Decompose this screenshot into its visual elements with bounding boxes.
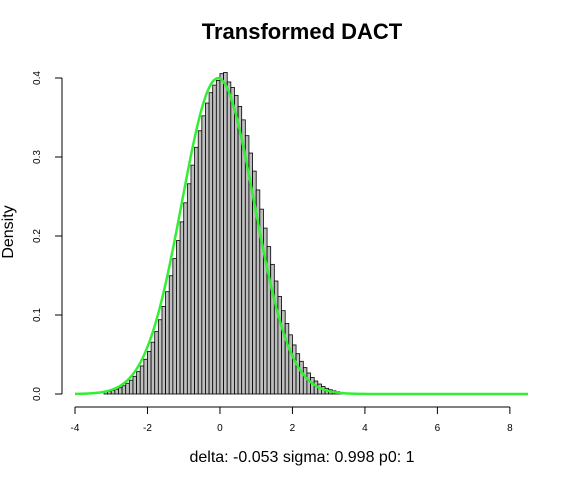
histogram-bar <box>194 146 199 395</box>
histogram-bar <box>201 115 206 395</box>
histogram-bar <box>165 291 170 395</box>
y-tick-label: 0.4 <box>32 71 43 85</box>
histogram-bar <box>118 387 123 395</box>
histogram-bar <box>150 341 156 395</box>
histogram-bar <box>176 240 181 395</box>
histogram-bar <box>168 275 174 395</box>
y-tick-label: 0.1 <box>32 308 43 322</box>
histogram-bar <box>212 84 217 395</box>
x-axis: -4 -2 0 2 4 6 8 <box>71 406 513 434</box>
histogram-bar <box>125 382 130 395</box>
x-tick-label: 0 <box>217 423 223 434</box>
histogram-bar <box>234 94 239 395</box>
histogram-bar <box>157 319 163 395</box>
histogram-bar <box>154 331 159 395</box>
histogram-bar <box>161 305 166 395</box>
chart-title: Transformed DACT <box>202 19 403 44</box>
x-axis-label: delta: -0.053 sigma: 0.998 p0: 1 <box>189 449 414 466</box>
histogram-bar <box>306 372 311 395</box>
histogram-bar <box>219 73 224 395</box>
x-tick-label: 4 <box>362 423 368 434</box>
y-axis-label: Density <box>0 205 17 258</box>
histogram-bar <box>139 365 145 395</box>
histogram-bar <box>114 388 119 395</box>
histogram-bar <box>143 358 148 395</box>
x-tick-label: 8 <box>507 423 513 434</box>
histogram-bar <box>295 353 301 395</box>
histogram-bar <box>208 92 214 395</box>
y-tick-label: 0.0 <box>32 387 43 401</box>
x-tick-label: 2 <box>290 423 296 434</box>
histogram-bar <box>292 344 297 395</box>
density-curve <box>74 76 528 396</box>
histogram-bar <box>186 183 192 395</box>
histogram-bar <box>299 360 304 395</box>
histogram-bar <box>302 367 308 395</box>
histogram-bar <box>241 119 246 395</box>
histogram-bar <box>288 334 293 395</box>
histogram-bar <box>205 102 210 395</box>
x-tick-label: -4 <box>71 423 80 434</box>
histogram-bars <box>103 72 344 395</box>
histogram-bar <box>230 87 235 395</box>
histogram-bar <box>183 202 188 395</box>
histogram-bar <box>179 221 185 395</box>
histogram-bar <box>136 371 141 395</box>
y-axis: 0.0 0.1 0.2 0.3 0.4 <box>32 71 63 401</box>
histogram-bar <box>223 72 228 395</box>
histogram-bar <box>132 375 137 395</box>
histogram-bar <box>147 350 152 395</box>
x-tick-label: 6 <box>435 423 441 434</box>
histogram-bar <box>172 258 177 395</box>
y-tick-label: 0.3 <box>32 150 43 164</box>
histogram-bar <box>281 310 286 395</box>
histogram-bar <box>215 79 221 395</box>
y-tick-label: 0.2 <box>32 229 43 243</box>
histogram-bar <box>197 130 203 395</box>
histogram-bar <box>190 164 195 395</box>
histogram-bar <box>284 323 290 395</box>
histogram-bar <box>121 385 127 395</box>
histogram-bar <box>226 81 232 395</box>
x-tick-label: -2 <box>143 423 152 434</box>
histogram-bar <box>237 106 243 395</box>
histogram-bar <box>128 379 134 395</box>
